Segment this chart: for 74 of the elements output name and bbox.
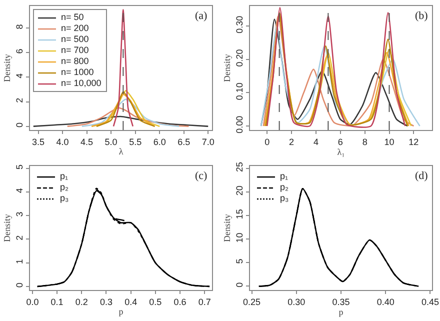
x-tick-label: 12 <box>408 136 419 147</box>
x-tick-label: 0.4 <box>124 296 138 307</box>
y-tick-label: 5 <box>14 164 24 170</box>
y-axis-title: Density <box>2 214 12 242</box>
x-tick-label: 0.40 <box>376 296 394 307</box>
x-tick-label: 0.0 <box>26 296 39 307</box>
x-tick-label: 5.5 <box>129 136 142 147</box>
y-axis-title: Density <box>2 54 12 82</box>
y-tick-label: 8 <box>14 24 24 30</box>
y-tick-label: 0 <box>234 282 244 288</box>
legend-label: n= 500 <box>61 34 89 44</box>
y-tick-label: 15 <box>234 209 244 220</box>
x-tick-label: 4 <box>313 136 318 147</box>
y-tick-label: 2 <box>14 235 24 240</box>
y-tick-label: 0.00 <box>234 116 244 134</box>
y-tick-label: 6 <box>14 48 24 54</box>
legend-label: n= 10,000 <box>61 78 102 88</box>
y-tick-label: 3 <box>14 212 24 217</box>
y-tick-label: 20 <box>234 186 244 196</box>
legend-label: p₃ <box>60 193 69 203</box>
x-axis-title: λ₁ <box>337 146 345 157</box>
annotation: (c) <box>195 170 208 182</box>
x-axis-title: λ <box>118 146 124 157</box>
x-tick-label: 5.0 <box>104 136 118 147</box>
legend-label: n= 1000 <box>61 67 94 77</box>
x-tick-label: 0.2 <box>75 296 88 307</box>
x-tick-label: 0.6 <box>174 296 186 307</box>
y-tick-label: 25 <box>234 162 244 172</box>
legend-label: p₂ <box>280 182 288 192</box>
legend-label: n= 200 <box>61 23 89 33</box>
y-tick-label: 2 <box>14 98 24 103</box>
x-tick-label: 6.0 <box>153 136 166 147</box>
y-tick-label: 0.30 <box>234 16 244 34</box>
y-axis-title: Density <box>222 214 232 242</box>
x-tick-label: 4.0 <box>56 136 69 147</box>
legend-label: n= 700 <box>61 45 89 55</box>
y-tick-label: 10 <box>234 232 244 243</box>
legend-label: n= 50 <box>61 12 84 22</box>
x-tick-label: 0 <box>264 136 270 147</box>
y-tick-label: 0.20 <box>234 49 244 67</box>
y-tick-label: 5 <box>234 258 244 264</box>
y-axis-title: Density <box>222 54 232 82</box>
x-tick-label: 0.5 <box>149 296 162 307</box>
y-tick-label: 4 <box>14 188 24 194</box>
legend-label: p₂ <box>60 182 68 192</box>
x-tick-label: 4.5 <box>80 136 94 147</box>
legend-label: p₁ <box>60 171 68 181</box>
annotation: (a) <box>195 10 208 22</box>
annotation: (d) <box>415 170 428 182</box>
x-tick-label: 0.25 <box>243 296 261 307</box>
legend-label: p₃ <box>280 193 289 203</box>
annotation: (b) <box>415 10 428 22</box>
y-tick-label: 4 <box>14 73 24 78</box>
x-tick-label: 0.35 <box>332 296 350 307</box>
x-tick-label: 10 <box>384 136 394 147</box>
legend-label: n= 800 <box>61 56 89 66</box>
x-tick-label: 3.5 <box>32 136 45 147</box>
x-tick-label: 6.5 <box>178 136 190 147</box>
y-tick-label: 0 <box>14 282 24 288</box>
x-axis-title: p <box>118 306 124 317</box>
y-tick-label: 1 <box>14 258 24 264</box>
x-tick-label: 0.45 <box>421 296 439 307</box>
legend-label: p₁ <box>280 171 288 181</box>
x-tick-label: 0.1 <box>50 296 64 307</box>
x-tick-label: 2 <box>289 136 294 147</box>
y-tick-label: 0.10 <box>234 82 244 100</box>
x-tick-label: 0.30 <box>288 296 306 307</box>
x-tick-label: 6 <box>338 136 343 147</box>
x-tick-label: 0.7 <box>198 296 211 307</box>
x-tick-label: 0.3 <box>100 296 112 307</box>
x-tick-label: 7.0 <box>202 136 214 147</box>
x-tick-label: 8 <box>362 136 368 147</box>
x-axis-title: p <box>338 306 344 317</box>
y-tick-label: 0 <box>14 122 24 128</box>
